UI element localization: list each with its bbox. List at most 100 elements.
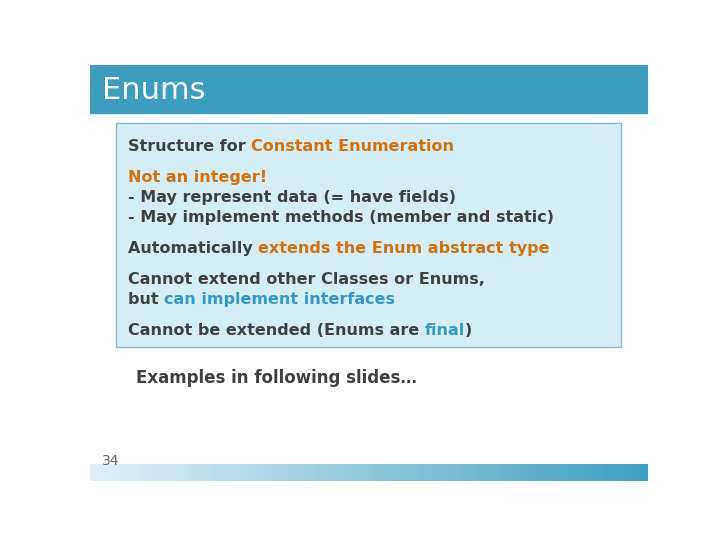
Bar bbox=[322, 464, 325, 481]
Bar bbox=[459, 464, 462, 481]
Bar bbox=[151, 464, 155, 481]
Bar bbox=[489, 464, 492, 481]
Bar bbox=[193, 464, 197, 481]
Bar bbox=[347, 464, 350, 481]
Bar bbox=[475, 464, 479, 481]
Bar bbox=[132, 464, 135, 481]
Bar bbox=[542, 464, 546, 481]
Text: Constant Enumeration: Constant Enumeration bbox=[251, 139, 454, 154]
Bar bbox=[327, 464, 330, 481]
Bar bbox=[486, 464, 490, 481]
Bar bbox=[204, 464, 208, 481]
Bar bbox=[444, 464, 448, 481]
Text: ): ) bbox=[465, 323, 472, 338]
Bar bbox=[377, 464, 381, 481]
Bar bbox=[182, 464, 186, 481]
Text: Cannot extend other Classes or Enums,: Cannot extend other Classes or Enums, bbox=[128, 272, 485, 287]
Bar bbox=[280, 464, 283, 481]
Bar bbox=[176, 464, 180, 481]
Bar bbox=[218, 464, 222, 481]
Bar bbox=[514, 464, 518, 481]
Bar bbox=[598, 464, 601, 481]
Bar bbox=[160, 464, 163, 481]
Bar bbox=[603, 464, 607, 481]
Bar bbox=[213, 464, 216, 481]
Bar bbox=[520, 464, 523, 481]
Bar bbox=[567, 464, 571, 481]
Text: Enums: Enums bbox=[102, 77, 206, 105]
Bar bbox=[338, 464, 342, 481]
Bar bbox=[422, 464, 426, 481]
Bar bbox=[126, 464, 130, 481]
FancyBboxPatch shape bbox=[116, 123, 621, 347]
Bar bbox=[397, 464, 400, 481]
Bar bbox=[528, 464, 531, 481]
Bar bbox=[575, 464, 579, 481]
Bar bbox=[138, 464, 141, 481]
Bar bbox=[316, 464, 320, 481]
Bar bbox=[570, 464, 573, 481]
Text: 34: 34 bbox=[102, 454, 120, 468]
Bar bbox=[495, 464, 498, 481]
Bar bbox=[154, 464, 158, 481]
Bar bbox=[230, 464, 233, 481]
Bar bbox=[394, 464, 397, 481]
Bar bbox=[402, 464, 406, 481]
Bar bbox=[572, 464, 576, 481]
Bar bbox=[556, 464, 559, 481]
Bar bbox=[355, 464, 359, 481]
Text: Examples in following slides…: Examples in following slides… bbox=[137, 369, 418, 387]
Bar bbox=[163, 464, 166, 481]
Bar bbox=[112, 464, 116, 481]
Bar bbox=[305, 464, 308, 481]
Bar bbox=[288, 464, 292, 481]
Bar bbox=[224, 464, 228, 481]
Bar bbox=[269, 464, 272, 481]
Bar bbox=[107, 464, 110, 481]
Text: Automatically: Automatically bbox=[128, 241, 258, 256]
Bar bbox=[336, 464, 339, 481]
Bar bbox=[271, 464, 275, 481]
Text: but: but bbox=[128, 292, 164, 307]
Bar bbox=[562, 464, 565, 481]
Bar bbox=[553, 464, 557, 481]
Bar bbox=[492, 464, 495, 481]
Bar bbox=[612, 464, 616, 481]
Bar bbox=[517, 464, 521, 481]
Bar bbox=[324, 464, 328, 481]
Bar bbox=[297, 464, 300, 481]
Bar bbox=[433, 464, 437, 481]
Bar bbox=[508, 464, 512, 481]
Bar bbox=[416, 464, 420, 481]
Text: extends the Enum abstract type: extends the Enum abstract type bbox=[258, 241, 550, 256]
Bar bbox=[453, 464, 456, 481]
Text: Not an integer!: Not an integer! bbox=[128, 170, 267, 185]
Bar bbox=[436, 464, 439, 481]
Bar bbox=[99, 464, 102, 481]
Bar bbox=[629, 464, 632, 481]
Bar bbox=[140, 464, 144, 481]
Bar bbox=[483, 464, 487, 481]
Bar bbox=[115, 464, 119, 481]
Bar bbox=[249, 464, 253, 481]
Bar bbox=[383, 464, 387, 481]
Bar bbox=[266, 464, 269, 481]
Bar bbox=[199, 464, 202, 481]
Bar bbox=[307, 464, 311, 481]
Text: can implement interfaces: can implement interfaces bbox=[164, 292, 395, 307]
Bar bbox=[645, 464, 649, 481]
Bar bbox=[581, 464, 585, 481]
Bar bbox=[190, 464, 194, 481]
Bar bbox=[341, 464, 345, 481]
Bar bbox=[587, 464, 590, 481]
Bar bbox=[617, 464, 621, 481]
Bar bbox=[431, 464, 434, 481]
Bar bbox=[472, 464, 476, 481]
Bar bbox=[441, 464, 445, 481]
Bar bbox=[90, 65, 648, 112]
Bar bbox=[96, 464, 99, 481]
Bar bbox=[168, 464, 171, 481]
Bar bbox=[620, 464, 624, 481]
Bar bbox=[392, 464, 395, 481]
Bar bbox=[129, 464, 132, 481]
